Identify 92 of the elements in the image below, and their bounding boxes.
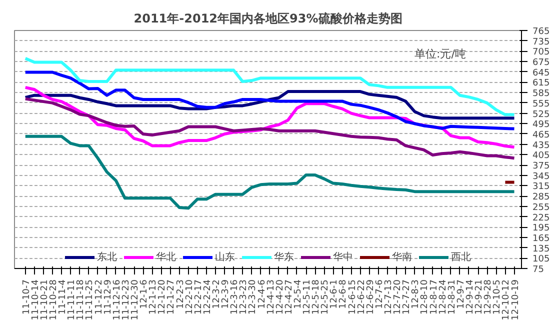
x-tick-label: 12-4-6	[257, 279, 268, 309]
x-tick-label: 12-4-13	[266, 279, 276, 315]
x-tick-label: 12-4-20	[275, 279, 286, 315]
y-tick-label: 465	[532, 130, 550, 140]
x-tick-label: 11-12-23	[121, 279, 132, 320]
x-tick-label: 12-2-17	[194, 279, 204, 315]
x-tick-label: 12-3-2	[212, 279, 222, 309]
y-tick-label: 525	[532, 110, 550, 120]
x-tick-label: 11-12-30	[130, 279, 141, 320]
x-tick-label: 12-7-13	[384, 279, 394, 315]
line-series	[24, 70, 516, 130]
x-tick-label: 12-2-24	[202, 279, 213, 315]
x-tick-label: 11-11-11	[67, 279, 78, 320]
y-tick-label: 315	[532, 182, 550, 192]
x-tick-label: 12-1-27	[166, 279, 177, 315]
y-tick-label: 675	[532, 58, 550, 68]
x-tick-label: 12-7-6	[374, 279, 385, 309]
x-tick-label: 12-9-14	[465, 279, 476, 315]
chart-title: 2011年-2012年国内各地区93%硫酸价格走势图	[134, 12, 402, 26]
x-tick-label: 12-6-22	[356, 279, 367, 315]
x-tick-label: 12-3-23	[239, 279, 250, 315]
x-tick-label: 11-12-9	[103, 279, 114, 315]
y-tick-label: 345	[532, 172, 550, 182]
y-tick-label: 735	[532, 37, 550, 48]
y-tick-label: 225	[532, 213, 550, 224]
x-tick-label: 12-5-4	[293, 279, 304, 309]
x-tick-label: 12-8-10	[420, 279, 430, 315]
x-tick-label: 12-6-8	[338, 279, 349, 309]
x-tick-label: 12-1-6	[140, 279, 150, 309]
x-tick-label: 12-1-13	[148, 279, 159, 315]
x-tick-label: 12-3-16	[230, 279, 240, 315]
x-tick-label: 12-9-28	[484, 279, 494, 315]
y-tick-label: 165	[532, 234, 550, 244]
legend-label: 华中	[333, 250, 353, 264]
x-tick-label: 12-5-11	[302, 279, 313, 315]
x-tick-label: 12-8-24	[438, 279, 448, 315]
x-tick-label: 12-5-18	[312, 279, 322, 315]
x-tick-label: 12-7-27	[402, 279, 412, 315]
y-tick-label: 555	[532, 99, 550, 110]
y-tick-label: 375	[532, 162, 550, 172]
x-tick-label: 12-7-20	[393, 279, 404, 315]
legend-label: 华东	[274, 250, 294, 264]
line-series	[24, 97, 516, 160]
x-tick-label: 12-1-20	[158, 279, 168, 315]
x-tick-label: 12-6-29	[366, 279, 376, 315]
x-tick-label: 11-12-16	[112, 279, 122, 320]
x-tick-label: 12-9-7	[456, 279, 466, 309]
y-tick-label: 705	[532, 48, 550, 58]
x-tick-label: 11-10-21	[40, 279, 50, 320]
x-tick-label: 12-8-17	[429, 279, 440, 315]
x-tick-label: 12-3-30	[248, 279, 258, 315]
y-tick-label: 75	[532, 265, 544, 275]
line-series	[24, 90, 516, 120]
y-tick-label: 105	[532, 254, 550, 265]
x-tick-label: 12-2-10	[184, 279, 195, 315]
x-tick-label: 12-10-12	[502, 279, 512, 320]
y-tick-label: 585	[532, 89, 550, 100]
x-tick-label: 12-10-19	[510, 279, 521, 320]
x-tick-label: 12-10-5	[492, 279, 503, 315]
line-series	[24, 134, 516, 210]
y-tick-label: 195	[532, 224, 550, 234]
x-tick-label: 12-2-3	[176, 279, 186, 309]
y-tick-label: 615	[532, 78, 550, 89]
legend-label: 山东	[215, 250, 235, 264]
y-tick-label: 285	[532, 192, 550, 203]
x-tick-label: 12-3-9	[221, 279, 232, 309]
x-tick-label: 12-8-31	[447, 279, 458, 315]
x-tick-label: 11-10-14	[30, 279, 41, 320]
y-tick-label: 495	[532, 120, 550, 130]
x-tick-label: 11-10-28	[49, 279, 60, 320]
x-tick-label: 11-12-2	[94, 279, 104, 315]
y-tick-label: 645	[532, 68, 550, 78]
y-tick-label: 405	[532, 151, 550, 162]
y-tick-label: 435	[532, 140, 550, 151]
x-tick-label: 12-5-25	[320, 279, 331, 315]
y-tick-label: 765	[532, 27, 550, 37]
legend-label: 华北	[156, 250, 176, 264]
x-tick-label: 11-11-18	[76, 279, 86, 320]
legend-label: 西北	[451, 250, 471, 264]
legend-label: 东北	[97, 250, 117, 264]
x-tick-label: 12-6-1	[330, 279, 340, 309]
legend-label: 华南	[392, 250, 412, 264]
y-tick-label: 255	[532, 202, 550, 213]
x-tick-label: 11-11-25	[85, 279, 96, 320]
x-tick-label: 12-4-27	[284, 279, 294, 315]
annotation: 单位:元/吨	[414, 48, 466, 60]
x-tick-label: 12-9-21	[474, 279, 485, 315]
x-tick-label: 12-8-3	[411, 279, 422, 309]
x-tick-label: 12-6-15	[348, 279, 358, 315]
x-tick-label: 11-11-4	[58, 279, 68, 315]
y-tick-label: 135	[532, 244, 550, 254]
x-tick-label: 11-10-7	[22, 279, 32, 315]
